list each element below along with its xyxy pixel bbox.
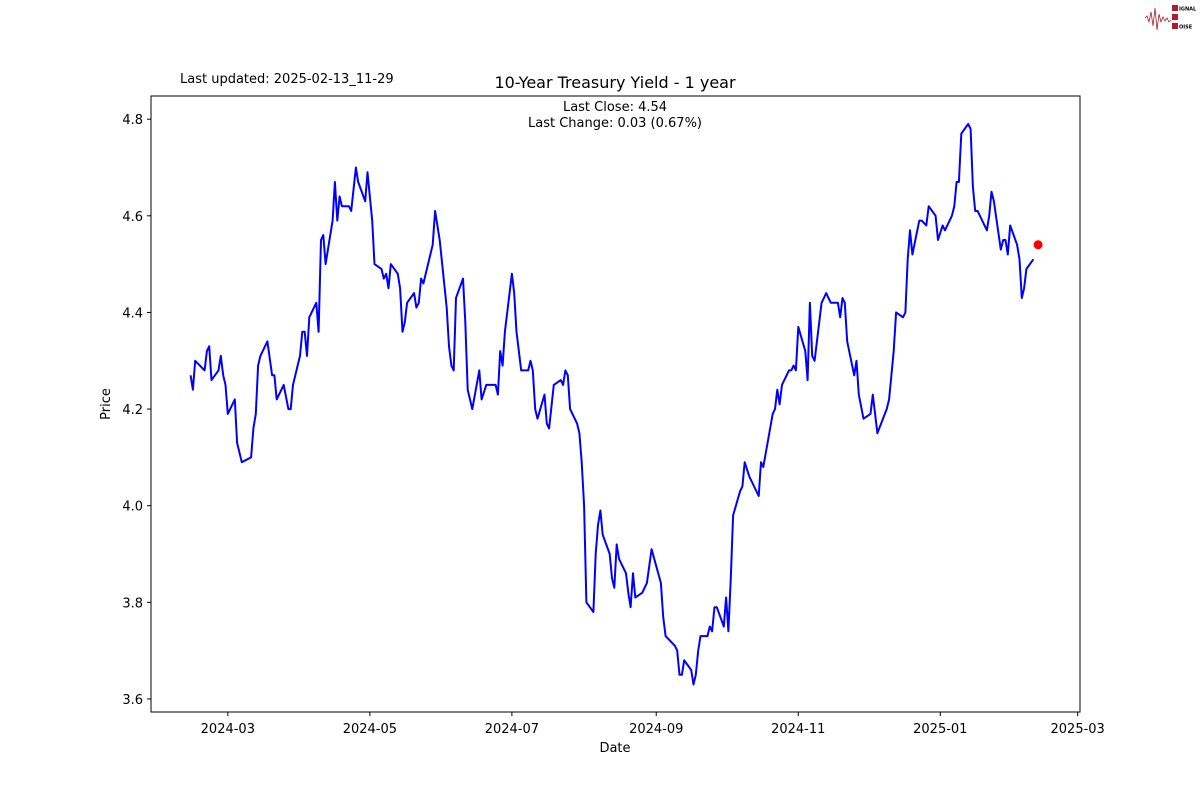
x-tick-label: 2024-07	[485, 722, 539, 737]
svg-text:IGNAL: IGNAL	[1179, 7, 1197, 13]
last-change-annotation: Last Change: 0.03 (0.67%)	[528, 116, 702, 131]
plot-area	[150, 95, 1081, 713]
x-tick-label: 2024-09	[629, 722, 683, 737]
svg-text:OISE: OISE	[1179, 25, 1193, 31]
last-updated-label: Last updated: 2025-02-13_11-29	[180, 72, 394, 87]
signal-2-noise-logo: IGNAL OISE	[1144, 5, 1197, 31]
last-close-marker	[1033, 240, 1043, 250]
x-tick-label: 2025-01	[913, 722, 967, 737]
x-axis-label: Date	[599, 741, 630, 756]
chart-title: 10-Year Treasury Yield - 1 year	[494, 73, 736, 92]
x-axis-ticks: 2024-03 2024-05 2024-07 2024-09 2024-11 2025-…	[201, 712, 1105, 737]
y-axis-label: Price	[99, 388, 114, 420]
last-close-annotation: Last Close: 4.54	[563, 100, 667, 115]
y-tick-label: 4.8	[122, 113, 143, 128]
y-axis-ticks: 3.6 3.8 4.0 4.2 4.4 4.6 4.8	[122, 113, 151, 708]
y-tick-label: 4.6	[122, 210, 143, 225]
y-tick-label: 3.6	[122, 693, 143, 708]
y-tick-label: 3.8	[122, 596, 143, 611]
x-tick-label: 2024-11	[771, 722, 825, 737]
y-tick-label: 4.2	[122, 403, 143, 418]
logo-waveform-icon	[1144, 7, 1172, 31]
x-tick-label: 2024-03	[201, 722, 255, 737]
y-tick-label: 4.4	[122, 306, 143, 321]
yield-series-line	[189, 123, 1035, 686]
x-tick-label: 2025-03	[1051, 722, 1105, 737]
x-tick-label: 2024-05	[343, 722, 397, 737]
y-tick-label: 4.0	[122, 500, 143, 515]
